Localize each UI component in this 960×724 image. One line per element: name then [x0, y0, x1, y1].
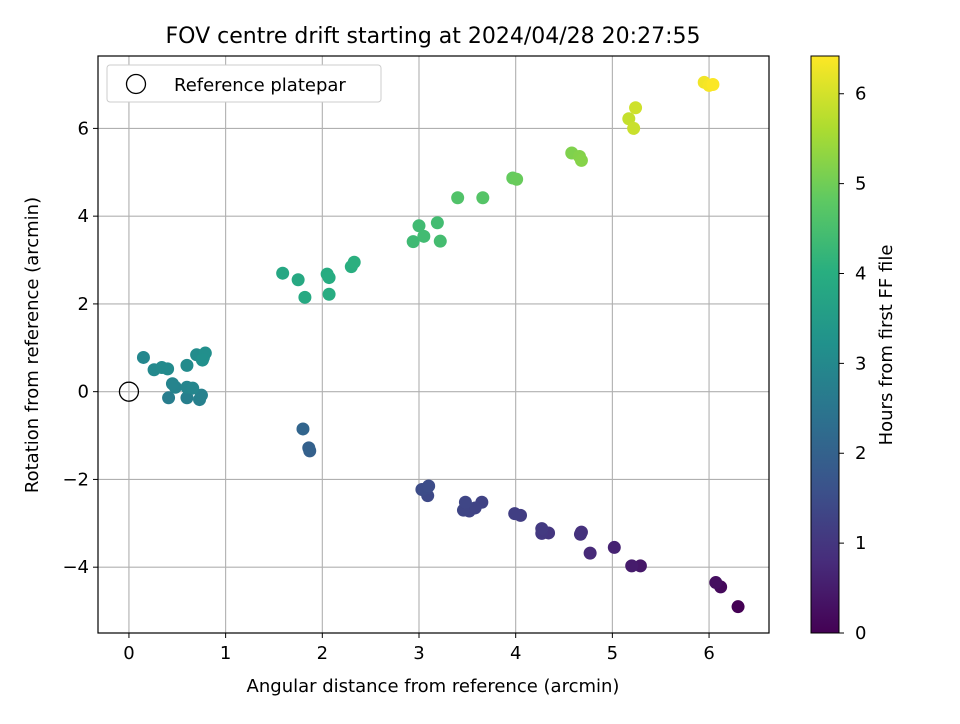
x-tick-label: 5 [607, 643, 618, 664]
colorbar-tick-label: 0 [855, 623, 866, 644]
x-tick-label: 3 [413, 643, 424, 664]
data-point [302, 441, 316, 455]
data-point [625, 559, 639, 573]
x-axis: 0 1 2 3 4 5 6 [123, 633, 715, 664]
data-point [422, 479, 436, 493]
colorbar-tick-label: 1 [855, 533, 866, 554]
y-tick-label: 6 [78, 118, 89, 139]
y-tick-label: 4 [78, 206, 89, 227]
data-point [194, 388, 208, 402]
data-point [433, 234, 447, 248]
data-point [709, 576, 723, 590]
data-point [458, 495, 472, 509]
data-points [136, 75, 745, 614]
colorbar-tick-label: 6 [855, 84, 866, 105]
reference-marker-group [118, 381, 140, 402]
data-point [731, 600, 745, 614]
data-point [195, 353, 209, 367]
data-point [136, 350, 150, 364]
x-tick-label: 0 [123, 643, 134, 664]
data-point [627, 121, 641, 135]
y-tick-label: 0 [78, 382, 89, 403]
colorbar-tick-label: 3 [855, 353, 866, 374]
y-axis-label: Rotation from reference (arcmin) [22, 197, 43, 493]
data-point [622, 112, 636, 126]
x-tick-label: 4 [510, 643, 521, 664]
data-point [347, 255, 361, 269]
data-point [291, 273, 305, 287]
data-point [161, 362, 175, 376]
legend-box [106, 64, 382, 103]
legend-marker [125, 73, 147, 95]
data-point [476, 191, 490, 205]
y-tick-label: −4 [62, 557, 89, 578]
data-point [574, 153, 588, 167]
y-tick-label: 2 [78, 294, 89, 315]
data-point [186, 381, 200, 395]
data-point [583, 546, 597, 560]
data-point [412, 219, 426, 233]
colorbar-ticks: 0 1 2 3 4 5 6 [839, 84, 866, 644]
x-tick-label: 1 [220, 643, 231, 664]
y-axis: −4 −2 0 2 4 6 [62, 118, 98, 578]
x-axis-label: Angular distance from reference (arcmin) [247, 676, 620, 697]
data-point [165, 377, 179, 391]
data-point [573, 527, 587, 541]
data-point [296, 422, 310, 436]
data-point [451, 191, 465, 205]
grid [98, 56, 769, 633]
reference-platepar-marker [118, 381, 140, 402]
y-tick-label: −2 [62, 469, 89, 490]
data-point [535, 522, 549, 536]
plot-frame [97, 55, 770, 634]
data-point [430, 216, 444, 230]
data-point [322, 287, 336, 301]
data-point [607, 540, 621, 554]
data-point [298, 290, 312, 304]
data-point [510, 172, 524, 186]
chart-title: FOV centre drift starting at 2024/04/28 … [166, 24, 701, 49]
data-point [180, 391, 194, 405]
x-tick-label: 2 [317, 643, 328, 664]
colorbar-tick-label: 2 [855, 443, 866, 464]
legend-label: Reference platepar [174, 75, 346, 96]
data-point [162, 391, 176, 405]
colorbar: 0 1 2 3 4 5 6 Hours from first FF file [810, 55, 897, 644]
data-point [508, 507, 522, 521]
x-tick-label: 6 [703, 643, 714, 664]
data-point [276, 266, 290, 280]
data-point [322, 271, 336, 285]
colorbar-tick-label: 5 [855, 174, 866, 195]
data-point [180, 358, 194, 372]
colorbar-label: Hours from first FF file [876, 245, 897, 446]
colorbar-tick-label: 4 [855, 263, 866, 284]
legend: Reference platepar [106, 64, 382, 103]
data-point [417, 229, 431, 243]
data-point [706, 78, 720, 92]
data-point [406, 235, 420, 249]
colorbar-gradient [810, 55, 840, 634]
data-point [629, 101, 643, 115]
